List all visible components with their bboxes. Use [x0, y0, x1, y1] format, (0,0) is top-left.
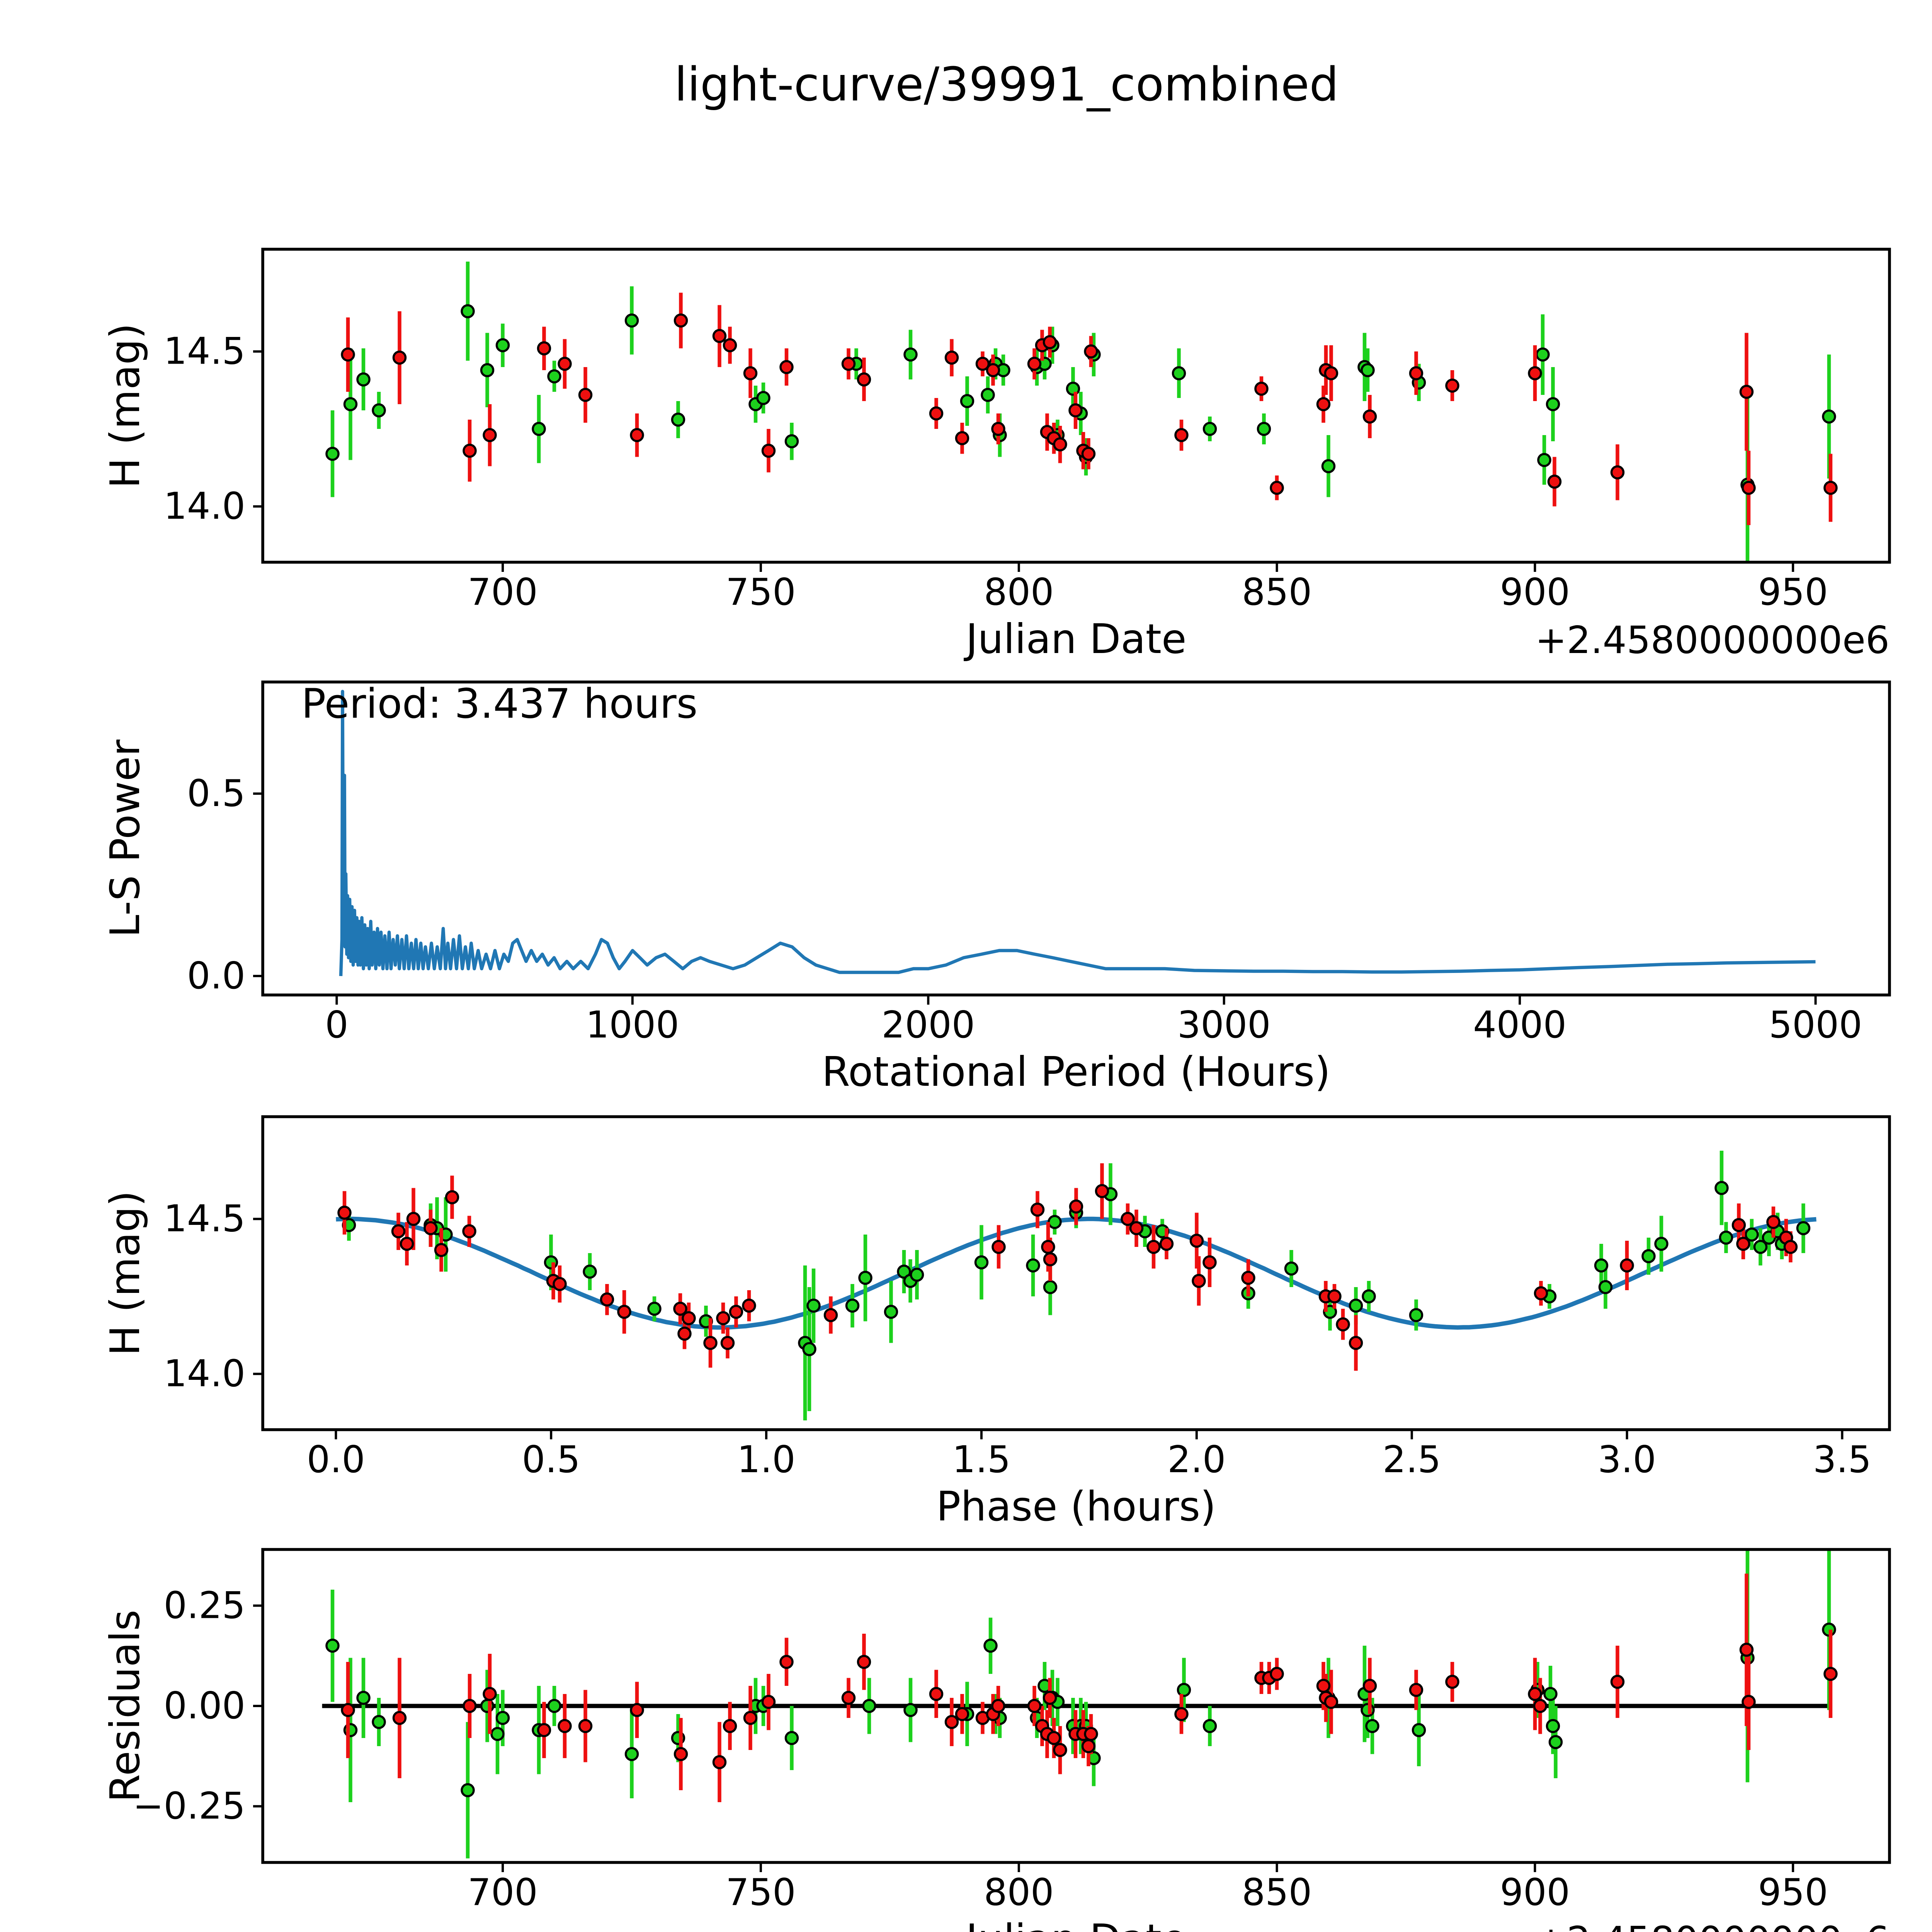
x-axis-offset: +2.4580000000e6	[1535, 618, 1889, 662]
subplot-residuals: 700 750 800 850 900 950 −0.25 0.00 0.25 Julian Da…	[102, 1548, 1891, 1932]
y-tick-label: 14.5	[163, 1198, 245, 1240]
period-annotation: Period: 3.437 hours	[301, 680, 697, 728]
x-tick-label: 3000	[1177, 1004, 1271, 1046]
x-tick-label: 850	[1242, 1871, 1312, 1914]
x-tick-label: 0	[325, 1004, 348, 1046]
x-tick-label: 2.5	[1383, 1439, 1441, 1481]
x-tick-label: 950	[1758, 1871, 1828, 1914]
x-axis-label: Julian Date	[963, 616, 1186, 663]
y-tick-label: 14.0	[163, 485, 245, 528]
subplot-phase-folded: 0.0 0.5 1.0 1.5 2.0 2.5 3.0 3.5 14.0 14.5 Phase (h…	[102, 1115, 1891, 1530]
x-tick-label: 1.5	[952, 1439, 1010, 1481]
axes-frame	[261, 1115, 1891, 1431]
y-axis-label: L-S Power	[102, 739, 149, 937]
figure-title: light-curve/39991_combined	[674, 58, 1339, 112]
red-filter-series	[337, 1163, 1798, 1371]
x-tick-label: 3.5	[1813, 1439, 1871, 1481]
subplot-periodogram: 0 1000 2000 3000 4000 5000 0.0 0.5 Rotational Pe…	[102, 680, 1891, 1095]
x-tick-label: 750	[726, 1871, 796, 1914]
y-axis-label: H (mag)	[102, 323, 149, 488]
x-tick-label: 1.0	[737, 1439, 796, 1481]
y-tick-label: 0.00	[163, 1685, 245, 1727]
x-tick-label: 900	[1500, 571, 1570, 614]
red-filter-series	[341, 293, 1838, 525]
x-tick-label: 5000	[1769, 1004, 1862, 1046]
green-filter-series	[325, 1549, 1836, 1859]
plot-area-phase-folded	[336, 1150, 1816, 1421]
x-tick-label: 800	[984, 1871, 1054, 1914]
x-tick-label: 4000	[1473, 1004, 1566, 1046]
x-tick-label: 0.5	[522, 1439, 580, 1481]
x-tick-label: 950	[1758, 571, 1828, 614]
y-tick-label: 14.5	[163, 330, 245, 373]
x-tick-label: 700	[468, 1871, 537, 1914]
x-tick-label: 900	[1500, 1871, 1570, 1914]
y-axis-label: Residuals	[102, 1610, 149, 1802]
x-tick-label: 2.0	[1167, 1439, 1226, 1481]
x-tick-label: 2000	[881, 1004, 975, 1046]
y-tick-label: 0.25	[163, 1584, 245, 1627]
y-tick-label: −0.25	[133, 1785, 245, 1828]
plot-area-lightcurve	[325, 261, 1838, 562]
red-filter-series	[341, 1573, 1838, 1802]
y-tick-label: 0.0	[187, 955, 245, 997]
x-tick-label: 750	[726, 571, 796, 614]
axes-frame	[261, 248, 1891, 564]
x-tick-label: 800	[984, 571, 1054, 614]
x-axis-label: Julian Date	[963, 1916, 1186, 1932]
x-axis-offset: +2.4580000000e6	[1535, 1918, 1889, 1932]
x-tick-label: 850	[1242, 571, 1312, 614]
y-tick-label: 14.0	[163, 1353, 245, 1395]
axes-frame	[261, 680, 1891, 997]
y-tick-label: 0.5	[187, 772, 245, 815]
y-axis-label: H (mag)	[102, 1190, 149, 1356]
x-tick-label: 700	[468, 571, 537, 614]
x-tick-label: 3.0	[1598, 1439, 1656, 1481]
x-tick-label: 1000	[586, 1004, 679, 1046]
ls-power-curve	[339, 690, 1816, 976]
x-axis-label: Rotational Period (Hours)	[822, 1048, 1330, 1095]
plot-area-residuals	[322, 1549, 1838, 1859]
subplot-lightcurve: 700 750 800 850 900 950 14.0 14.5 Julian Date +2.…	[102, 248, 1891, 663]
plot-area-periodogram	[339, 690, 1816, 976]
green-filter-series	[325, 261, 1836, 562]
x-tick-label: 0.0	[307, 1439, 365, 1481]
x-axis-label: Phase (hours)	[936, 1483, 1216, 1530]
